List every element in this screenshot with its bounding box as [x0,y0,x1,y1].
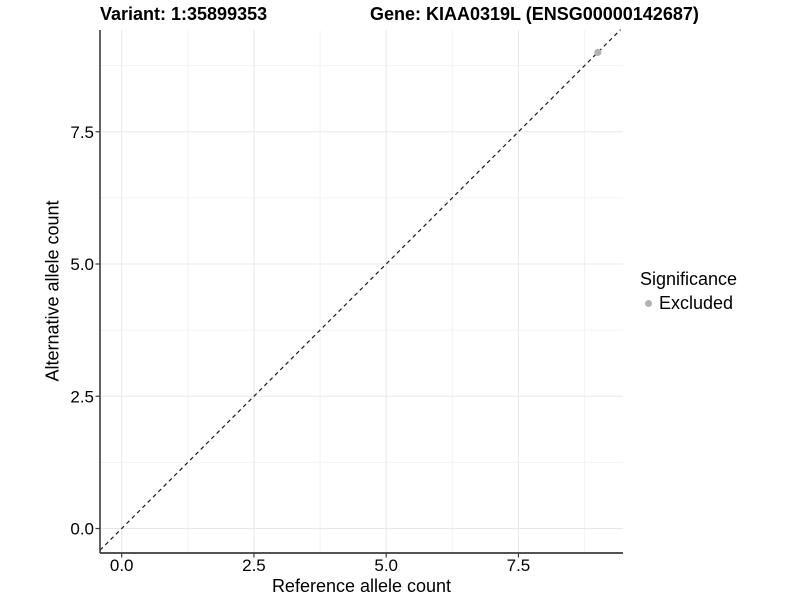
legend-title: Significance [640,269,738,289]
legend-entry-label: Excluded [659,293,734,313]
legend: Significance Excluded [640,269,737,314]
y-tick-label: 5.0 [70,255,94,274]
variant-title: Variant: 1:35899353 [100,4,268,24]
y-axis-title: Alternative allele count [42,200,63,382]
legend-key [640,295,657,312]
x-tick-label: 7.5 [507,556,531,575]
data-point-excluded [594,48,602,57]
y-tick-label: 0.0 [70,520,94,539]
legend-entry-excluded: Excluded [640,293,737,314]
y-tick-label: 2.5 [70,387,94,406]
x-tick-label: 2.5 [242,556,266,575]
x-axis-title: Reference allele count [271,576,452,596]
gene-title: Gene: KIAA0319L (ENSG00000142687) [370,4,699,24]
x-tick-label: 5.0 [374,556,398,575]
x-tick-label: 0.0 [110,556,134,575]
y-tick-label: 7.5 [70,123,94,142]
identity-dashed-line [99,29,621,551]
excluded-point-icon [645,300,652,307]
